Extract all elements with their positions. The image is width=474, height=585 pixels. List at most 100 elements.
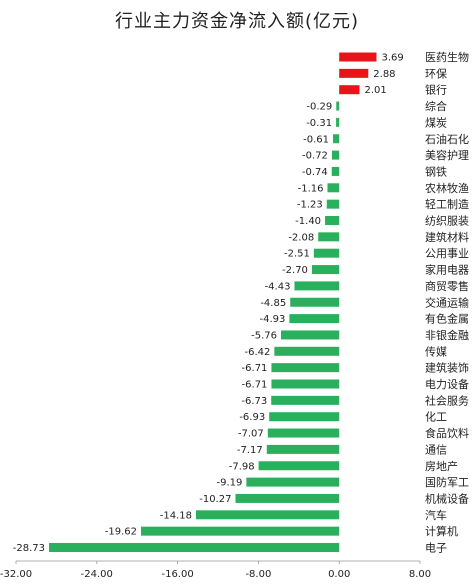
category-label: 食品饮料 bbox=[425, 426, 469, 440]
category-label: 通信 bbox=[425, 443, 447, 456]
category-label: 商贸零售 bbox=[425, 279, 469, 293]
bar-建筑装饰 bbox=[271, 363, 340, 373]
bar-环保 bbox=[339, 68, 369, 78]
category-label: 家用电器 bbox=[425, 263, 469, 277]
bar-煤炭 bbox=[336, 117, 340, 127]
category-label: 非银金融 bbox=[425, 328, 469, 342]
value-label: -7.07 bbox=[238, 429, 264, 440]
bar-社会服务 bbox=[271, 395, 340, 405]
bar-公用事业 bbox=[313, 248, 340, 258]
category-label: 化工 bbox=[425, 410, 447, 424]
category-label: 美容护理 bbox=[425, 148, 469, 162]
x-tick-label: 0.00 bbox=[328, 569, 350, 580]
value-label: -1.16 bbox=[298, 183, 324, 194]
category-label: 电子 bbox=[425, 542, 447, 555]
value-label: 2.88 bbox=[373, 69, 395, 80]
value-label: -5.76 bbox=[251, 330, 277, 341]
x-tick-label: -24.00 bbox=[81, 569, 113, 580]
category-label: 国防军工 bbox=[425, 475, 469, 489]
category-label: 电力设备 bbox=[425, 377, 469, 391]
value-label: -2.70 bbox=[282, 265, 308, 276]
x-tick-label: -8.00 bbox=[245, 569, 271, 580]
category-label: 机械设备 bbox=[425, 491, 469, 505]
value-label: -9.19 bbox=[217, 478, 243, 489]
category-label: 房地产 bbox=[425, 459, 458, 473]
value-label: -6.42 bbox=[244, 347, 270, 358]
value-label: -6.73 bbox=[241, 396, 267, 407]
bar-家用电器 bbox=[311, 265, 340, 275]
value-label: 3.69 bbox=[381, 53, 403, 64]
category-label: 钢铁 bbox=[425, 165, 447, 178]
value-label: -4.43 bbox=[265, 281, 291, 292]
x-tick-label: 8.00 bbox=[409, 569, 431, 580]
bar-汽车 bbox=[195, 510, 340, 520]
bar-非银金融 bbox=[281, 330, 340, 340]
value-label: -10.27 bbox=[199, 494, 231, 505]
bar-医药生物 bbox=[339, 52, 377, 62]
bar-建筑材料 bbox=[318, 232, 340, 242]
bar-美容护理 bbox=[331, 150, 340, 160]
bar-传媒 bbox=[274, 346, 340, 356]
bar-房地产 bbox=[258, 461, 340, 471]
x-tick-label: -32.00 bbox=[0, 569, 32, 580]
bar-电子 bbox=[49, 543, 340, 552]
bar-商贸零售 bbox=[294, 281, 340, 291]
category-label: 计算机 bbox=[425, 524, 458, 538]
value-label: -7.98 bbox=[229, 461, 255, 472]
bar-电力设备 bbox=[271, 379, 340, 389]
bar-银行 bbox=[339, 85, 360, 95]
category-label: 交通运输 bbox=[425, 295, 469, 309]
value-label: -0.31 bbox=[306, 118, 332, 129]
value-label: -19.62 bbox=[105, 527, 137, 538]
category-label: 汽车 bbox=[425, 508, 447, 522]
value-label: -4.93 bbox=[260, 314, 286, 325]
bar-轻工制造 bbox=[326, 199, 340, 209]
value-label: -6.71 bbox=[242, 363, 268, 374]
value-label: -4.85 bbox=[260, 298, 286, 309]
value-label: -0.74 bbox=[302, 167, 328, 178]
category-label: 银行 bbox=[425, 83, 447, 97]
category-label: 社会服务 bbox=[425, 393, 469, 407]
category-label: 建筑材料 bbox=[425, 230, 469, 244]
bar-农林牧渔 bbox=[327, 183, 340, 193]
bar-有色金属 bbox=[289, 314, 340, 324]
value-label: -1.40 bbox=[295, 216, 321, 227]
value-label: -1.23 bbox=[297, 200, 323, 211]
category-label: 石油石化 bbox=[425, 132, 469, 146]
category-label: 传媒 bbox=[425, 345, 447, 358]
bar-钢铁 bbox=[331, 166, 340, 176]
bar-交通运输 bbox=[290, 297, 340, 307]
category-label: 有色金属 bbox=[425, 312, 469, 326]
category-label: 医药生物 bbox=[425, 50, 469, 64]
chart-title: 行业主力资金净流入额(亿元) bbox=[115, 11, 359, 32]
value-label: -14.18 bbox=[160, 510, 192, 521]
bar-综合 bbox=[336, 101, 340, 111]
value-label: -6.93 bbox=[239, 412, 265, 423]
x-tick-label: -16.00 bbox=[161, 569, 193, 580]
category-label: 纺织服装 bbox=[425, 214, 469, 228]
bar-国防军工 bbox=[246, 477, 340, 487]
value-label: -7.17 bbox=[237, 445, 263, 456]
category-label: 公用事业 bbox=[425, 247, 469, 260]
value-label: -2.08 bbox=[288, 232, 314, 243]
value-label: -0.29 bbox=[306, 102, 332, 113]
bar-化工 bbox=[269, 412, 340, 422]
category-label: 轻工制造 bbox=[425, 197, 469, 211]
value-label: 2.01 bbox=[365, 85, 387, 96]
value-label: -0.72 bbox=[302, 151, 328, 162]
bar-纺织服装 bbox=[325, 216, 340, 225]
bar-机械设备 bbox=[235, 493, 340, 503]
bar-计算机 bbox=[141, 526, 340, 536]
category-label: 建筑装饰 bbox=[425, 361, 469, 375]
category-label: 农林牧渔 bbox=[425, 181, 469, 195]
category-label: 环保 bbox=[425, 66, 447, 80]
value-label: -28.73 bbox=[13, 543, 45, 554]
bar-食品饮料 bbox=[267, 428, 340, 438]
value-label: -2.51 bbox=[284, 249, 310, 260]
value-label: -0.61 bbox=[303, 134, 329, 145]
value-label: -6.71 bbox=[242, 380, 268, 391]
bar-石油石化 bbox=[333, 134, 340, 144]
category-label: 煤炭 bbox=[425, 116, 447, 129]
bar-通信 bbox=[266, 444, 340, 454]
